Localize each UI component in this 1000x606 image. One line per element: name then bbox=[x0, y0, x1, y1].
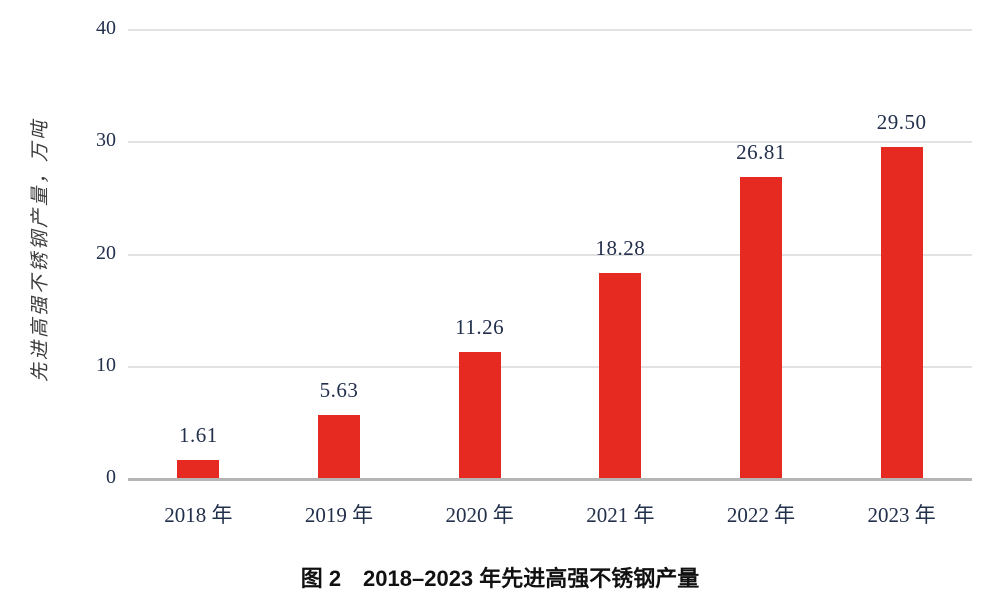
x-axis-label: 2021 年 bbox=[586, 503, 655, 527]
bar bbox=[318, 414, 360, 478]
x-axis-label: 2018 年 bbox=[164, 503, 233, 527]
bar-value-label: 11.26 bbox=[455, 314, 505, 339]
bar bbox=[458, 351, 501, 478]
bar-value-label: 1.61 bbox=[178, 422, 218, 447]
y-axis-title: 先进高强不锈钢产量，万吨 bbox=[30, 118, 51, 383]
bar bbox=[880, 146, 923, 478]
gridline bbox=[128, 29, 972, 31]
y-tick-label: 0 bbox=[106, 466, 116, 488]
x-axis-label: 2022 年 bbox=[726, 503, 796, 527]
y-tick-label: 10 bbox=[96, 353, 116, 376]
x-axis-label: 2023 年 bbox=[867, 503, 936, 527]
bar bbox=[740, 177, 782, 478]
bar-value-label: 29.50 bbox=[876, 109, 927, 134]
y-tick-label: 30 bbox=[96, 129, 116, 152]
bar bbox=[177, 459, 220, 478]
gridline bbox=[128, 253, 972, 256]
y-tick-label: 40 bbox=[96, 17, 116, 39]
bar-value-label: 18.28 bbox=[595, 235, 646, 260]
bar-value-label: 5.63 bbox=[319, 377, 359, 402]
x-axis-label: 2019 年 bbox=[304, 503, 374, 527]
bar bbox=[599, 272, 642, 478]
gridline bbox=[128, 365, 972, 368]
x-axis-line bbox=[128, 478, 972, 481]
gridline bbox=[128, 141, 972, 144]
figure-caption: 图 2 2018–2023 年先进高强不锈钢产量 bbox=[300, 566, 700, 591]
y-tick-label: 20 bbox=[96, 241, 116, 264]
x-axis-label: 2020 年 bbox=[445, 503, 514, 527]
bar-value-label: 26.81 bbox=[736, 140, 786, 165]
plot-area: 1.61 5.63 11.26 18.28 26.81 29.50 bbox=[128, 29, 972, 481]
